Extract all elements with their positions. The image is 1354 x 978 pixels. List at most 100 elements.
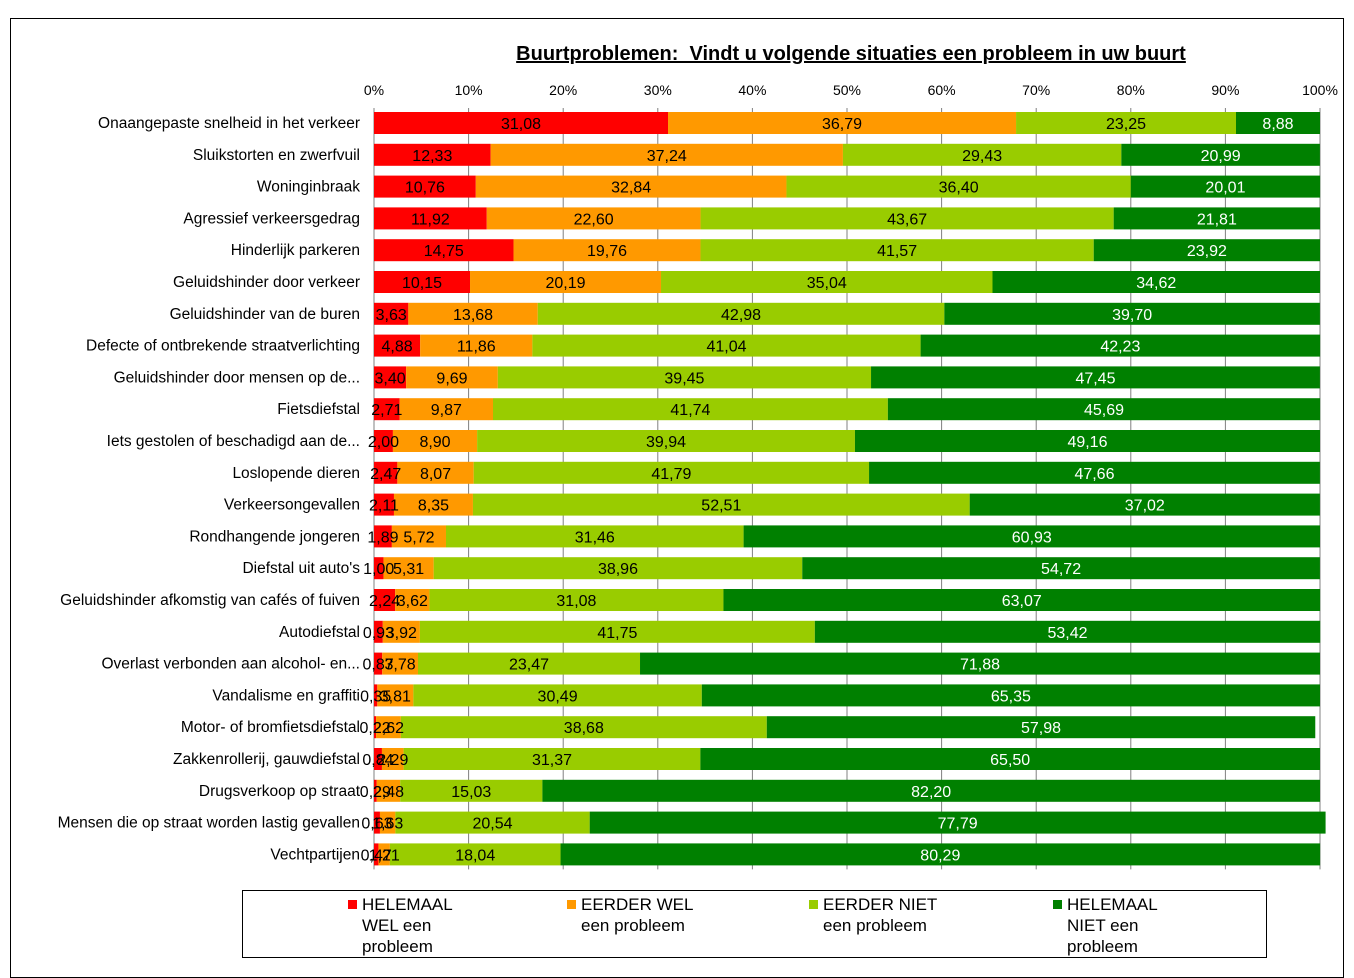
category-label: Vandalisme en graffiti [212,687,360,704]
value-label: 65,35 [991,688,1031,705]
value-label: 9,87 [431,402,462,419]
bar-segment [473,461,870,484]
bar-segment [445,525,744,548]
value-label: 1,89 [367,529,398,546]
bar-segment [395,589,430,611]
bar-segment [403,748,701,770]
value-label: 20,19 [545,275,585,292]
x-tick-label: 50% [833,82,861,98]
bar-segment [802,557,1320,580]
bar-segment [542,779,1320,802]
bar-segment [374,175,476,198]
value-label: 39,94 [646,434,686,451]
category-label: Hinderlijk parkeren [231,242,360,259]
category-label: Verkeersongevallen [224,497,360,514]
bar-segment [382,620,420,643]
value-label: 3,92 [386,625,417,642]
value-label: 2,47 [370,466,401,483]
bar-segment [374,493,394,516]
x-axis-ticks: 0% 10% 20% 30% 40% 50% 60% 70% 80% 90% 100% [364,82,1338,98]
value-label: 0,47 [361,847,392,864]
value-label: 31,08 [556,593,596,610]
value-label: 2,11 [369,498,399,515]
value-label: 22,60 [574,211,614,228]
bar-segment [393,493,473,516]
bar-segment [381,748,404,770]
bar-segment [382,652,418,675]
value-label: 31,08 [501,116,541,133]
value-label: 10,76 [405,180,445,197]
value-label: 11,92 [411,211,450,228]
value-label: 1,00 [363,561,394,578]
bar-segment [640,652,1320,675]
bar-segment [413,684,702,707]
legend-item-eerder-niet: EERDER NIET een probleem [809,894,941,936]
bar-segment [374,525,392,548]
value-label: 53,42 [1047,625,1087,642]
bar-segment [378,843,390,866]
value-label: 3,81 [380,688,411,705]
bar-segment [374,716,377,739]
value-label: 4,88 [382,339,413,356]
x-tick-label: 60% [928,82,956,98]
legend-swatch [567,900,576,909]
value-label: 71,88 [960,657,1000,674]
value-label: 45,69 [1084,402,1124,419]
value-label: 0,35 [360,688,391,705]
bar-segment [389,843,561,866]
bar-segment [920,334,1321,357]
value-label: 0,63 [361,816,392,833]
category-label: Zakkenrollerij, gauwdiefstal [173,751,360,768]
value-label: 1,63 [372,816,403,833]
category-label: Mensen die op straat worden lastig geval… [58,815,360,832]
bar-segment [472,493,970,516]
value-label: 65,50 [990,752,1030,769]
value-label: 35,04 [807,275,847,292]
value-label: 5,72 [403,529,434,546]
category-label: Woninginbraak [257,179,360,196]
category-label: Defecte of ontbrekende straatverlichting [86,338,360,355]
value-label: 41,79 [651,466,691,483]
category-label: Agressief verkeersgedrag [183,210,360,227]
value-label: 32,84 [611,180,651,197]
value-label: 47,45 [1075,370,1115,387]
bar-segment [786,175,1131,198]
value-label: 10,15 [402,275,442,292]
bar-segment [374,620,383,643]
value-label: 13,68 [453,307,493,324]
value-label: 43,67 [887,211,927,228]
value-label: 1,21 [369,847,400,864]
value-label: 36,40 [939,180,979,197]
bar-segment [537,302,945,325]
value-label: 2,48 [373,784,404,801]
bar-segment [397,461,474,484]
bar-segment [399,398,494,421]
value-label: 49,16 [1067,434,1107,451]
value-label: 20,01 [1205,180,1245,197]
bar-segment [700,748,1320,770]
category-label: Geluidshinder van de buren [170,306,360,323]
bar-segment [374,461,398,484]
bar-segment [374,748,382,770]
bar-segment [374,302,409,325]
value-label: 31,46 [575,529,615,546]
value-label: 3,62 [397,593,428,610]
bars [374,112,1326,866]
legend-label: HELEMAAL NIET een probleem [1067,895,1158,956]
bar-segment [374,112,669,134]
x-tick-label: 0% [364,82,384,98]
bar-segment [374,684,378,707]
value-label: 37,02 [1125,498,1165,515]
bar-segment [374,779,377,802]
bar-segment [392,430,478,452]
value-label: 20,54 [473,816,513,833]
bar-segment [814,620,1321,643]
value-label: 39,45 [664,370,704,387]
category-label: Vechtpartijen [270,846,360,863]
x-tick-label: 10% [455,82,483,98]
category-label: Autodiefstal [279,624,360,641]
value-label: 9,69 [436,370,467,387]
value-label: 2,24 [369,593,400,610]
bar-segment [475,175,787,198]
